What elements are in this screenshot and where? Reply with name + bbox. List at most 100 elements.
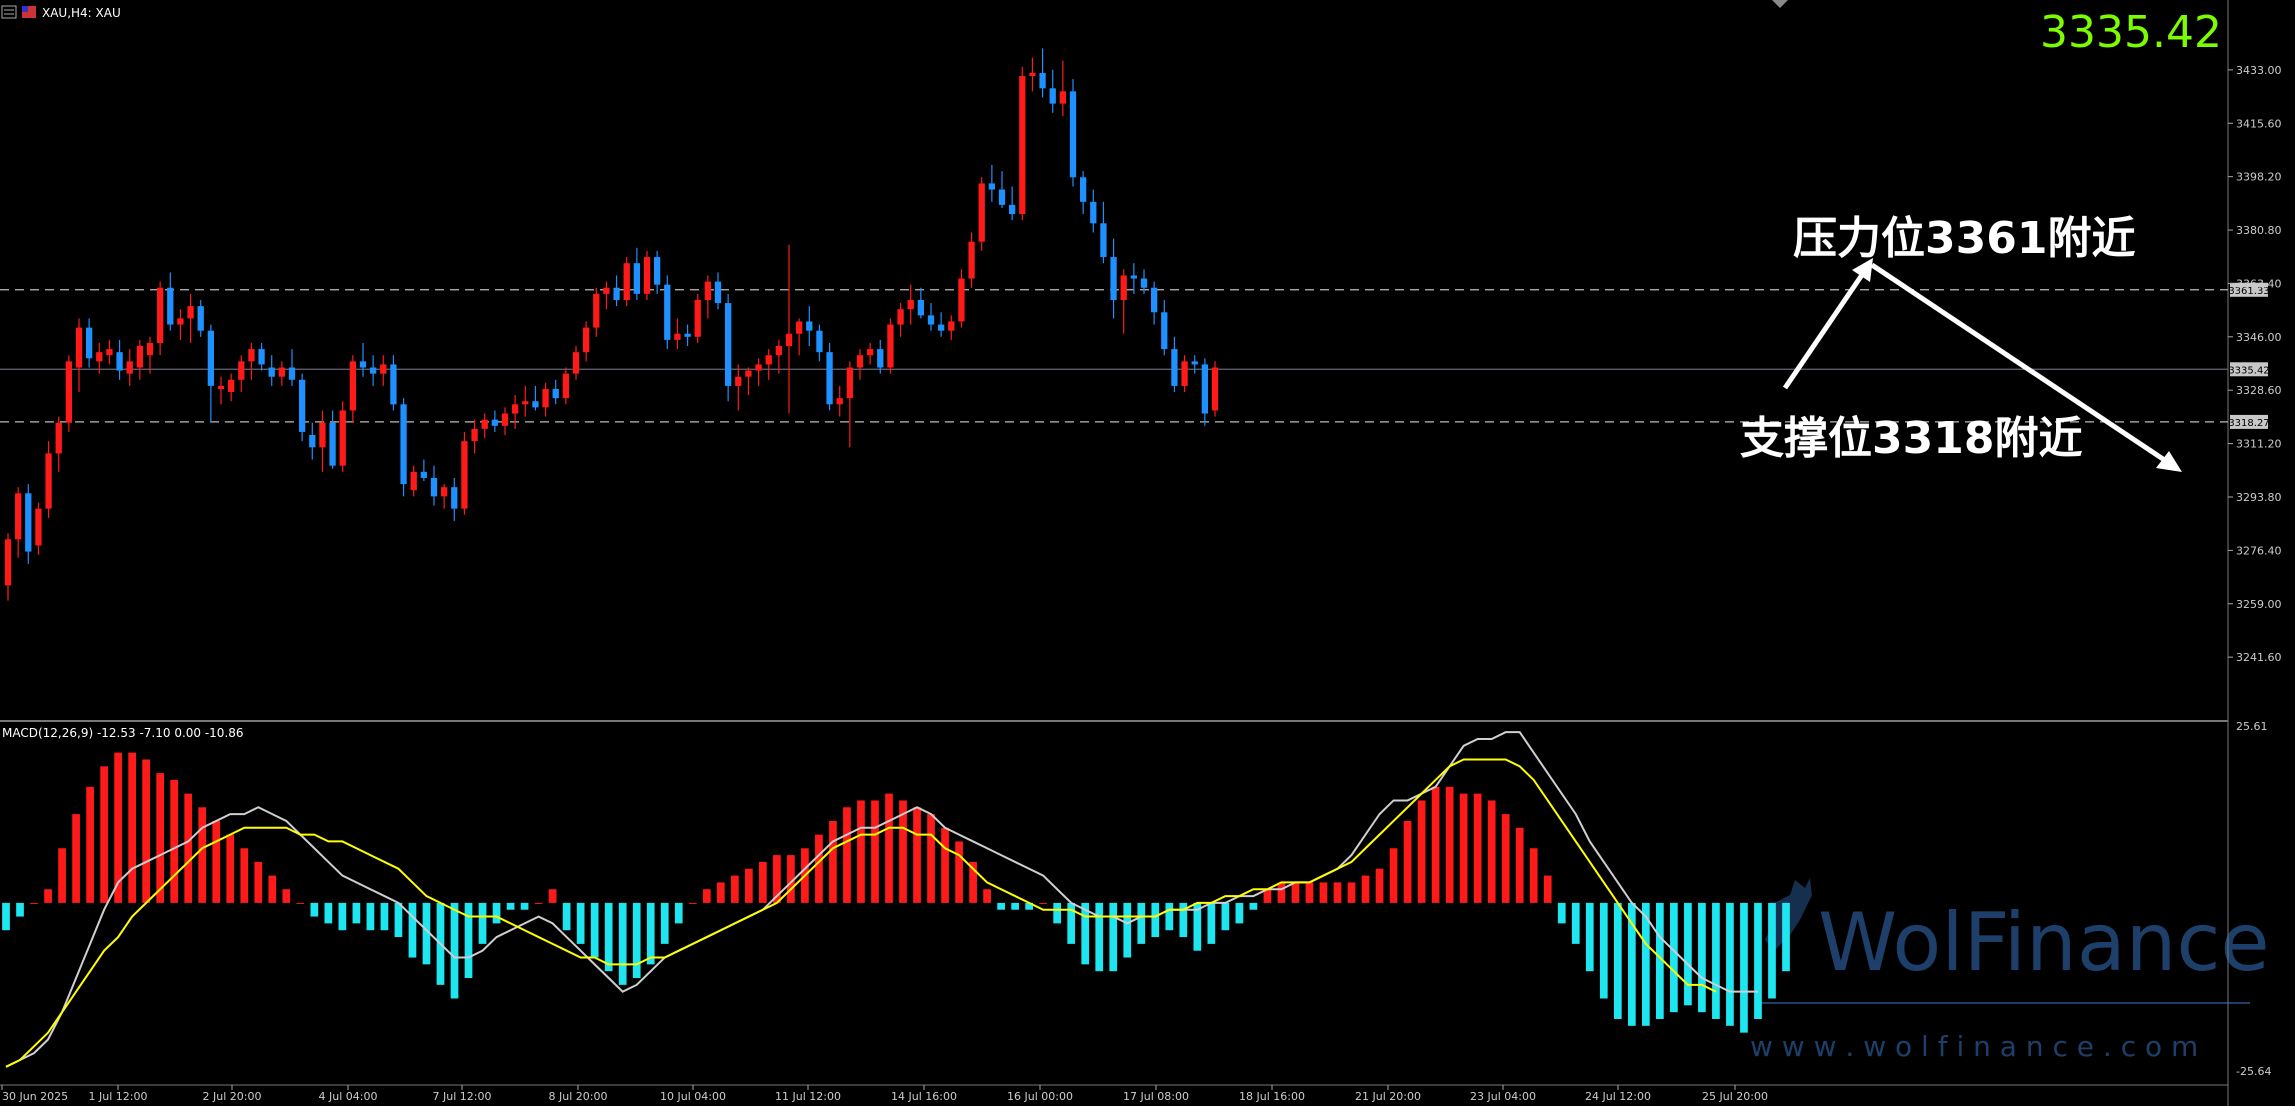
candle-body [664,284,671,340]
macd-histogram-bar [787,855,795,903]
macd-histogram-bar [702,889,711,903]
macd-histogram-bar [240,848,249,903]
price-level-tag [2230,414,2268,429]
candle-body [735,376,742,386]
candle-body [45,453,52,509]
macd-histogram-bar [899,800,907,903]
macd-histogram-bar [86,786,94,903]
candle-body [603,287,610,294]
candle-body [369,367,377,374]
down-arrowhead-icon [2156,451,2182,472]
macd-histogram-bar [1109,902,1118,972]
candle-body [1059,91,1067,104]
macd-histogram-bar [268,875,277,903]
macd-histogram-bar [226,834,235,903]
candle-body [836,398,843,405]
candle-body [410,471,417,491]
candle-body [907,300,914,310]
macd-histogram-bar [1291,882,1300,903]
macd-histogram-bar [44,889,52,903]
candle-body [167,287,174,325]
price-level-label: 3318.27 [2228,418,2269,429]
time-tick-label: 30 Jun 2025 [2,1090,68,1103]
time-tick-label: 8 Jul 20:00 [549,1090,608,1103]
time-tick-label: 1 Jul 12:00 [89,1090,148,1103]
price-level-label: 3361.33 [2228,286,2269,297]
macd-histogram-bar [758,861,767,903]
candlestick-series [4,48,1219,601]
time-tick-label: 10 Jul 04:00 [660,1090,726,1103]
macd-histogram-bar [380,902,389,931]
macd-histogram-bar [716,882,725,903]
candle-body [1019,76,1026,215]
candle-body [866,349,874,356]
candle-body [765,355,772,365]
macd-histogram-bar [1025,902,1034,910]
macd-histogram-bar [1347,882,1356,903]
macd-histogram-bar [1221,902,1230,931]
macd-histogram-bar [1782,902,1790,972]
price-level-tag [2230,362,2268,377]
up-arrow [1782,264,1871,390]
candle-body [359,361,367,368]
candle-body [582,327,590,353]
resistance-label: 压力位3361附近 [1793,213,2135,264]
macd-histogram-bar [1459,793,1468,903]
time-tick-label: 14 Jul 16:00 [891,1090,957,1103]
macd-histogram-bar [156,773,165,903]
macd-histogram-bar [1740,902,1748,1033]
macd-histogram-bar [1529,848,1538,903]
candle-body [126,361,133,374]
macd-histogram-bar [310,902,319,917]
price-level-label: 3335.42 [2228,365,2269,376]
candle-body [1140,278,1148,288]
candle-body [552,388,559,399]
scroll-marker-icon[interactable] [1772,0,1788,8]
candle-body [248,349,255,362]
macd-histogram-bar [534,902,543,904]
candle-body [1079,177,1087,202]
candle-body [978,183,985,242]
macd-histogram-bar [58,848,66,903]
price-tick-label: 3398.20 [2236,171,2282,184]
candle-body [856,355,864,368]
candle-body [1130,275,1138,279]
macd-histogram-bar [1712,902,1720,1019]
time-tick-label: 4 Jul 04:00 [319,1090,378,1103]
chart-menu-icon[interactable] [1,5,17,19]
macd-histogram-bar [590,902,599,958]
candle-body [400,404,407,485]
macd-histogram-bar [198,807,207,903]
candle-body [1171,349,1178,386]
macd-histogram-bar [1473,793,1482,903]
price-tick-label: 3259.00 [2236,598,2282,611]
candle-body [937,324,945,331]
price-tick-label: 3415.60 [2236,117,2282,130]
candle-body [643,257,651,294]
macd-histogram-bar [1641,902,1650,1026]
candle-body [1191,361,1198,365]
macd-histogram-bar [1557,902,1566,924]
macd-histogram-bar [1684,902,1692,1006]
candle-body [613,287,620,300]
macd-histogram-bar [1095,902,1104,972]
candle-body [35,508,42,546]
candle-body [420,471,428,478]
candle-body [288,367,296,380]
candle-body [694,300,701,337]
macd-histogram-bar [408,902,417,958]
macd-histogram-bar [1585,902,1594,972]
candle-body [745,370,752,377]
macd-histogram-bar [394,902,403,938]
candle-body [1161,312,1168,350]
macd-histogram-bar [1263,889,1272,903]
candle-body [927,315,935,325]
macd-histogram-bar [1417,800,1426,903]
price-level-tag [2230,282,2268,297]
price-display: 3335.42 [2040,7,2222,58]
candle-body [724,303,732,386]
macd-histogram-bar [969,861,977,903]
candle-body [309,435,316,448]
candle-body [25,493,32,552]
candle-body [1100,223,1107,258]
